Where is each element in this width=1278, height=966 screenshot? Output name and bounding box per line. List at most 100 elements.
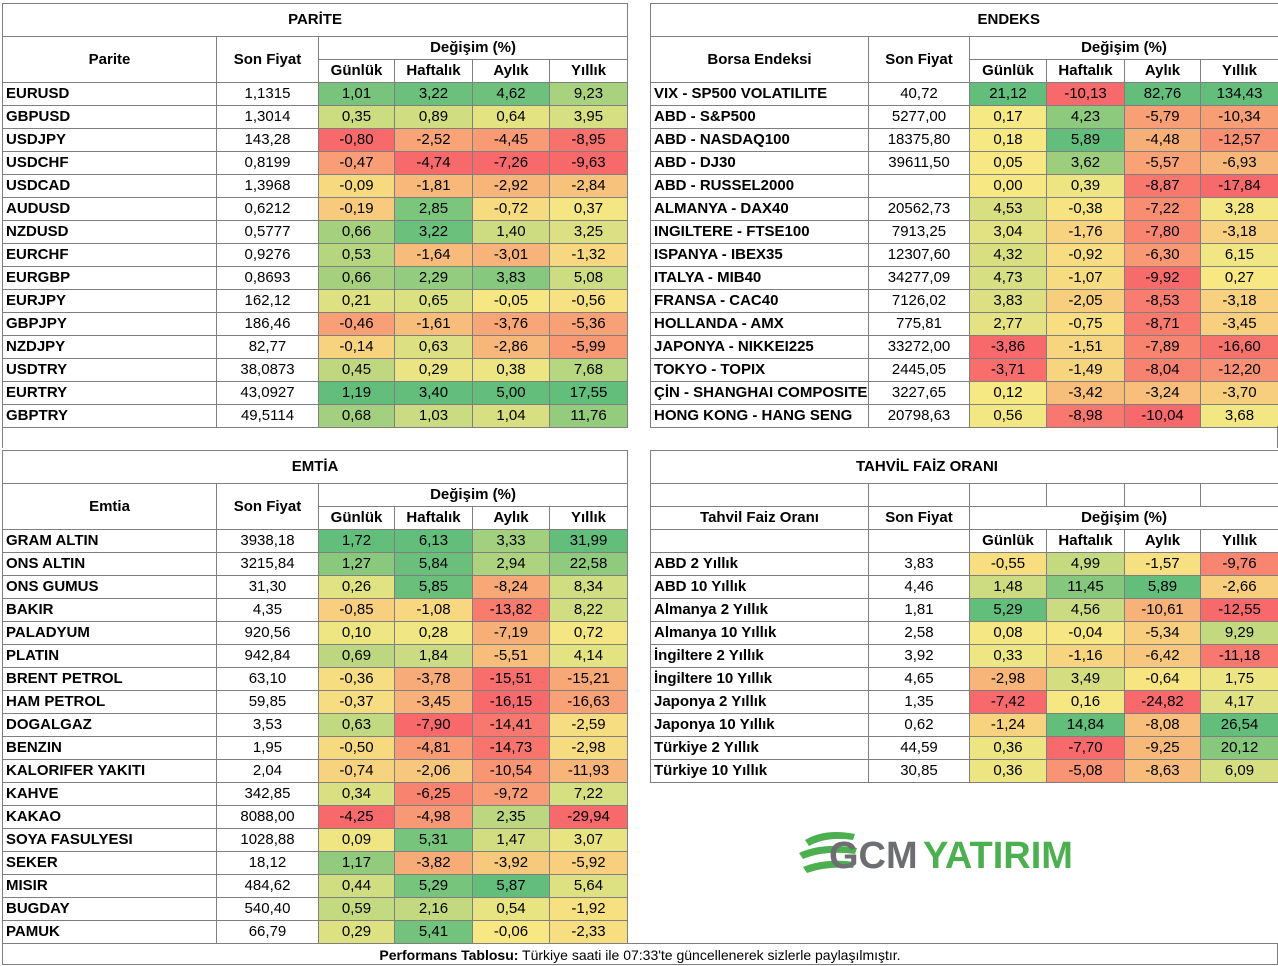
emtia-row: BRENT PETROL 63,10 -0,36 -3,78 -15,51 -15,21 xyxy=(2,667,629,691)
emtia-row-change-m: -9,72 xyxy=(472,782,550,806)
endeks-row-price: 7913,25 xyxy=(868,220,970,244)
endeks-row-change-y: -16,60 xyxy=(1199,335,1278,359)
emtia-row-change-d: 0,44 xyxy=(318,874,395,898)
tahvil-row-change-m: -8,63 xyxy=(1124,759,1201,783)
parite-row-change-d: -0,80 xyxy=(318,128,395,152)
endeks-row-name: FRANSA - CAC40 xyxy=(650,289,869,313)
gcm-yatirim-logo: GCM YATIRIM xyxy=(795,820,1125,890)
emtia-row-name: GRAM ALTIN xyxy=(2,529,217,553)
endeks-row-name: ABD - RUSSEL2000 xyxy=(650,174,869,198)
parite-row-change-m: 4,62 xyxy=(472,82,550,106)
parite-table: PARİTE Parite Son Fiyat Değişim (%) Günl… xyxy=(1,3,629,428)
tahvil-blank-a xyxy=(650,483,869,507)
endeks-row-change-m: -10,04 xyxy=(1124,404,1201,428)
endeks-row-change-m: -8,87 xyxy=(1124,174,1201,198)
emtia-row-name: SOYA FASULYESI xyxy=(2,828,217,852)
endeks-row-change-d: 21,12 xyxy=(969,82,1047,106)
endeks-row-change-y: 3,28 xyxy=(1199,197,1278,221)
emtia-row-change-m: -14,41 xyxy=(472,713,550,737)
emtia-row-price: 18,12 xyxy=(216,851,319,875)
parite-row-change-y: 9,23 xyxy=(548,82,629,106)
emtia-row-name: HAM PETROL xyxy=(2,690,217,714)
emtia-row: GRAM ALTIN 3938,18 1,72 6,13 3,33 31,99 xyxy=(2,529,629,553)
emtia-row-change-d: -0,74 xyxy=(318,759,395,783)
emtia-col-monthly: Aylık xyxy=(472,506,550,530)
parite-row-change-d: -0,19 xyxy=(318,197,395,221)
parite-row-change-w: 2,29 xyxy=(394,266,473,290)
endeks-row-change-w: 3,62 xyxy=(1046,151,1125,175)
tahvil-row-name: İngiltere 10 Yıllık xyxy=(650,667,869,691)
emtia-row-change-m: -5,51 xyxy=(472,644,550,668)
emtia-row-change-d: -4,25 xyxy=(318,805,395,829)
emtia-row-price: 2,04 xyxy=(216,759,319,783)
endeks-row-change-m: -6,30 xyxy=(1124,243,1201,267)
tahvil-row-price: 2,58 xyxy=(868,621,970,645)
parite-row: NZDJPY 82,77 -0,14 0,63 -2,86 -5,99 xyxy=(2,335,629,359)
parite-row-name: GBPTRY xyxy=(2,404,217,428)
emtia-row: BAKIR 4,35 -0,85 -1,08 -13,82 8,22 xyxy=(2,598,629,622)
emtia-row: SOYA FASULYESI 1028,88 0,09 5,31 1,47 3,07 xyxy=(2,828,629,852)
endeks-row-change-m: -3,24 xyxy=(1124,381,1201,405)
parite-row-change-w: -1,64 xyxy=(394,243,473,267)
parite-row-change-d: 0,45 xyxy=(318,358,395,382)
emtia-row-name: BUGDAY xyxy=(2,897,217,921)
parite-row-change-y: 5,08 xyxy=(548,266,629,290)
parite-row-price: 0,6212 xyxy=(216,197,319,221)
endeks-row: ABD - RUSSEL2000 0,00 0,39 -8,87 -17,84 xyxy=(650,174,1278,198)
endeks-row-change-d: 0,18 xyxy=(969,128,1047,152)
parite-row-change-y: 0,37 xyxy=(548,197,629,221)
endeks-row-change-m: -5,57 xyxy=(1124,151,1201,175)
emtia-row-change-y: -2,33 xyxy=(548,920,629,944)
parite-row-change-d: -0,09 xyxy=(318,174,395,198)
endeks-table: ENDEKS Borsa Endeksi Son Fiyat Değişim (… xyxy=(649,3,1278,428)
tahvil-row-price: 1,35 xyxy=(868,690,970,714)
emtia-row-change-d: 1,17 xyxy=(318,851,395,875)
parite-row-change-w: 3,22 xyxy=(394,82,473,106)
tahvil-row-price: 0,62 xyxy=(868,713,970,737)
emtia-row-price: 342,85 xyxy=(216,782,319,806)
parite-row-price: 1,3968 xyxy=(216,174,319,198)
emtia-row-change-y: 22,58 xyxy=(548,552,629,576)
parite-row-change-m: 1,40 xyxy=(472,220,550,244)
parite-row-price: 43,0927 xyxy=(216,381,319,405)
tahvil-row-change-w: -7,70 xyxy=(1046,736,1125,760)
endeks-row-change-w: -8,98 xyxy=(1046,404,1125,428)
parite-row-change-y: -5,36 xyxy=(548,312,629,336)
tahvil-blank-f xyxy=(1199,483,1278,507)
emtia-row-price: 3,53 xyxy=(216,713,319,737)
emtia-row-change-w: -3,82 xyxy=(394,851,473,875)
emtia-row-change-d: -0,50 xyxy=(318,736,395,760)
tahvil-col-monthly: Aylık xyxy=(1124,529,1201,553)
emtia-rows: GRAM ALTIN 3938,18 1,72 6,13 3,33 31,99 ONS AL… xyxy=(2,529,629,944)
tahvil-row-change-d: -0,55 xyxy=(969,552,1047,576)
endeks-row-name: ALMANYA - DAX40 xyxy=(650,197,869,221)
emtia-row-change-m: -3,92 xyxy=(472,851,550,875)
emtia-row-change-m: -14,73 xyxy=(472,736,550,760)
endeks-row-change-d: 0,05 xyxy=(969,151,1047,175)
emtia-row-change-w: 5,84 xyxy=(394,552,473,576)
emtia-col-weekly: Haftalık xyxy=(394,506,473,530)
endeks-row-price: 40,72 xyxy=(868,82,970,106)
tahvil-col-change: Değişim (%) xyxy=(968,506,1278,530)
endeks-row-name: TOKYO - TOPIX xyxy=(650,358,869,382)
tahvil-row-change-m: -24,82 xyxy=(1124,690,1201,714)
emtia-row-change-d: 0,63 xyxy=(318,713,395,737)
endeks-row-change-y: -12,57 xyxy=(1199,128,1278,152)
tahvil-row-change-y: 1,75 xyxy=(1199,667,1278,691)
parite-row-change-w: 0,63 xyxy=(394,335,473,359)
tahvil-col-price: Son Fiyat xyxy=(868,506,970,530)
parite-row-price: 0,9276 xyxy=(216,243,319,267)
endeks-row-name: VIX - SP500 VOLATILITE xyxy=(650,82,869,106)
parite-row: GBPUSD 1,3014 0,35 0,89 0,64 3,95 xyxy=(2,105,629,129)
parite-row-change-d: 1,19 xyxy=(318,381,395,405)
parite-row-name: USDCHF xyxy=(2,151,217,175)
endeks-row-change-y: -3,18 xyxy=(1199,289,1278,313)
tahvil-row-change-y: 6,09 xyxy=(1199,759,1278,783)
parite-row-change-y: 3,25 xyxy=(548,220,629,244)
emtia-row-change-m: -16,15 xyxy=(472,690,550,714)
endeks-row-change-w: -0,75 xyxy=(1046,312,1125,336)
tahvil-blank-b xyxy=(868,483,970,507)
tahvil-row-change-w: -1,16 xyxy=(1046,644,1125,668)
emtia-row-change-d: 0,26 xyxy=(318,575,395,599)
endeks-row-change-w: -0,92 xyxy=(1046,243,1125,267)
